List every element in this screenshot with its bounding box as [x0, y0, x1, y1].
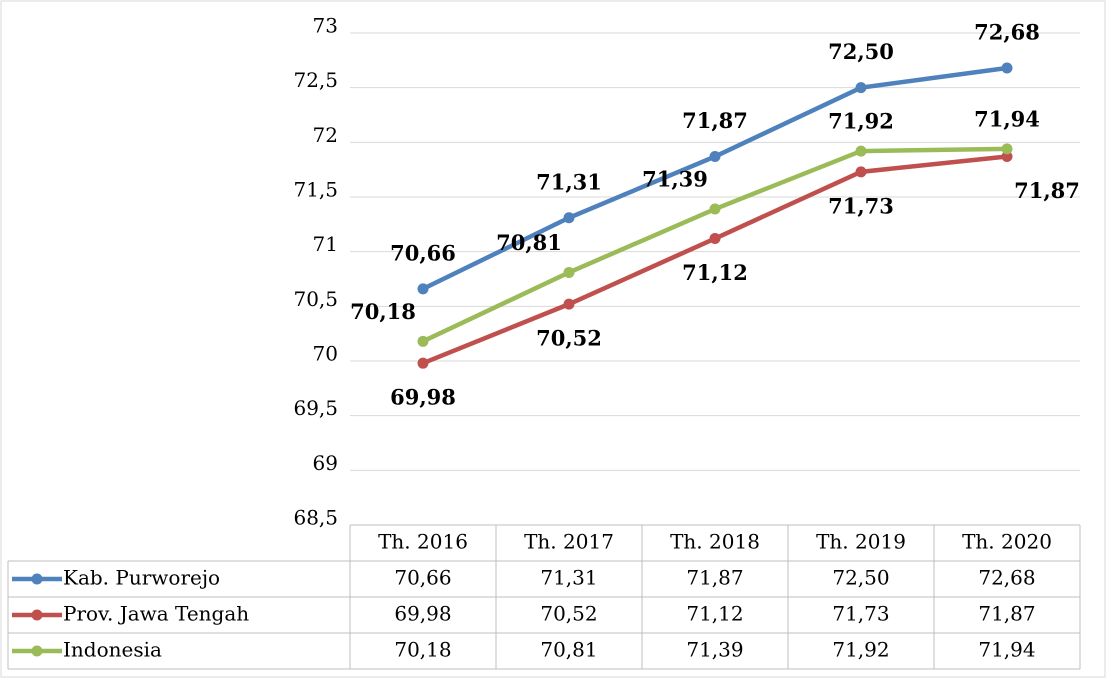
point: [855, 82, 867, 94]
point: [563, 266, 575, 278]
point: [709, 233, 721, 245]
point: [1001, 143, 1013, 155]
table-cell: 71,12: [686, 602, 743, 626]
value-label: 69,98: [390, 385, 456, 410]
series-line: [422, 65, 1008, 291]
table-cell: 70,81: [540, 638, 597, 662]
table-cell: 71,73: [832, 602, 889, 626]
table-cell: 70,18: [394, 638, 451, 662]
x-tick-label: Th. 2017: [524, 530, 614, 554]
y-tick-label: 71,5: [293, 178, 338, 202]
y-tick-label: 68,5: [293, 506, 338, 530]
legend-label: Prov. Jawa Tengah: [63, 602, 249, 626]
table-cell: 72,50: [832, 566, 889, 590]
legend-marker: [31, 573, 43, 585]
value-label: 70,18: [350, 299, 416, 324]
value-label: 70,81: [496, 230, 562, 255]
y-tick-label: 73: [313, 14, 338, 38]
table-cell: 71,31: [540, 566, 597, 590]
value-label: 71,92: [828, 109, 894, 134]
point: [563, 212, 575, 224]
y-tick-label: 69: [313, 451, 338, 475]
point: [709, 151, 721, 163]
table-cell: 71,87: [686, 566, 743, 590]
table-cell: 71,39: [686, 638, 743, 662]
point: [417, 357, 429, 369]
y-tick-label: 71: [313, 232, 338, 256]
x-tick-label: Th. 2018: [670, 530, 760, 554]
value-label: 70,66: [390, 240, 456, 265]
point: [855, 166, 867, 178]
table-cell: 71,87: [978, 602, 1035, 626]
value-label: 71,12: [682, 260, 748, 285]
point: [417, 283, 429, 295]
value-label: 72,50: [828, 39, 894, 64]
value-label: 70,52: [536, 326, 602, 351]
legend-marker: [31, 609, 43, 621]
point: [1001, 62, 1013, 74]
point: [855, 145, 867, 157]
x-tick-label: Th. 2019: [816, 530, 906, 554]
table-cell: 70,66: [394, 566, 451, 590]
table-cell: 70,52: [540, 602, 597, 626]
legend-label: Kab. Purworejo: [63, 566, 220, 590]
point: [563, 298, 575, 310]
point: [709, 203, 721, 215]
x-tick-label: Th. 2020: [962, 530, 1052, 554]
legend-label: Indonesia: [63, 638, 162, 662]
value-label: 71,87: [682, 108, 748, 133]
y-tick-label: 70,5: [293, 287, 338, 311]
table-cell: 71,92: [832, 638, 889, 662]
value-label: 71,73: [828, 193, 894, 218]
value-label: 72,68: [974, 19, 1040, 44]
table-cell: 72,68: [978, 566, 1035, 590]
y-tick-label: 72,5: [293, 68, 338, 92]
table-cell: 71,94: [978, 638, 1035, 662]
y-tick-label: 69,5: [293, 396, 338, 420]
y-tick-label: 70: [313, 342, 338, 366]
value-label: 71,31: [536, 169, 602, 194]
value-label: 71,39: [642, 167, 708, 192]
point: [417, 335, 429, 347]
x-tick-label: Th. 2016: [378, 530, 468, 554]
value-label: 71,87: [1014, 178, 1080, 203]
table-cell: 69,98: [394, 602, 451, 626]
legend-marker: [31, 645, 43, 657]
y-tick-label: 72: [313, 123, 338, 147]
point: [1001, 151, 1013, 163]
value-label: 71,94: [974, 106, 1040, 131]
